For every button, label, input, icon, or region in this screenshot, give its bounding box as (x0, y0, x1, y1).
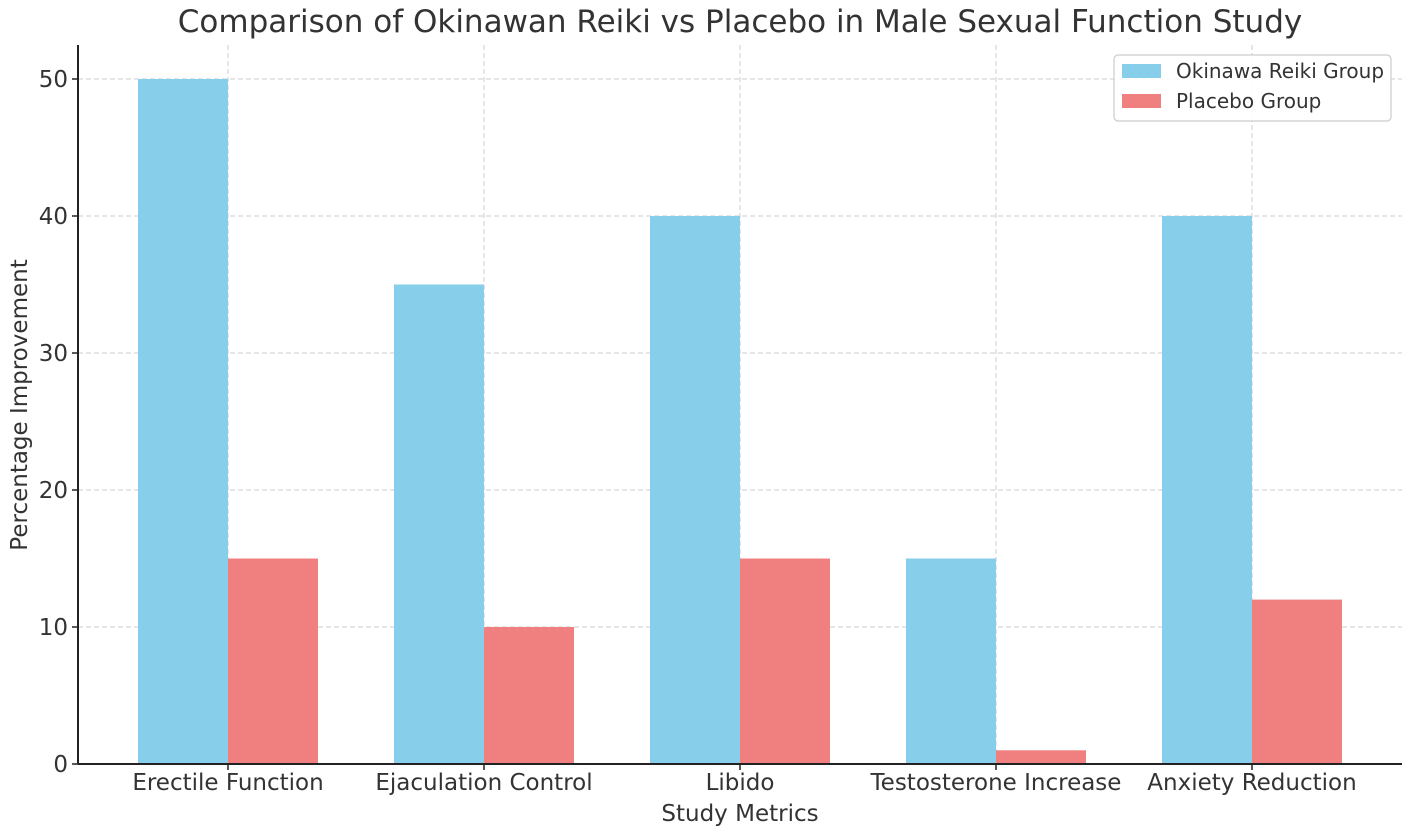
legend-label-reiki: Okinawa Reiki Group (1176, 59, 1384, 83)
x-tick-label: Ejaculation Control (375, 770, 592, 796)
legend-label-placebo: Placebo Group (1176, 89, 1321, 113)
y-tick-label: 0 (53, 752, 68, 778)
y-tick-label: 50 (39, 67, 68, 93)
x-tick-label: Erectile Function (132, 770, 323, 796)
y-axis-label: Percentage Improvement (7, 259, 33, 550)
bar-placebo (1252, 599, 1342, 764)
legend-swatch-placebo (1122, 94, 1161, 108)
legend-swatch-reiki (1122, 64, 1161, 78)
bar-placebo (484, 627, 574, 764)
bars (138, 79, 1342, 764)
bar-reiki (138, 79, 228, 764)
legend: Okinawa Reiki Group Placebo Group (1113, 54, 1392, 122)
x-axis-label: Study Metrics (661, 801, 818, 827)
legend-box (1113, 54, 1392, 122)
y-tick-label: 10 (39, 615, 68, 641)
bar-placebo (996, 750, 1086, 764)
chart-title: Comparison of Okinawan Reiki vs Placebo … (178, 4, 1302, 40)
x-ticks: Erectile Function Ejaculation Control Libi… (132, 764, 1357, 796)
bar-reiki (650, 216, 740, 764)
y-tick-label: 20 (39, 478, 68, 504)
y-tick-label: 30 (39, 341, 68, 367)
x-tick-label: Anxiety Reduction (1147, 770, 1356, 796)
bar-reiki (906, 558, 996, 764)
bar-placebo (740, 558, 830, 764)
bar-placebo (228, 558, 318, 764)
y-tick-label: 40 (39, 204, 68, 230)
x-tick-label: Libido (706, 770, 775, 796)
y-ticks: 0 10 20 30 40 50 (39, 67, 78, 778)
bar-reiki (394, 284, 484, 764)
x-tick-label: Testosterone Increase (870, 770, 1122, 796)
bar-reiki (1162, 216, 1252, 764)
